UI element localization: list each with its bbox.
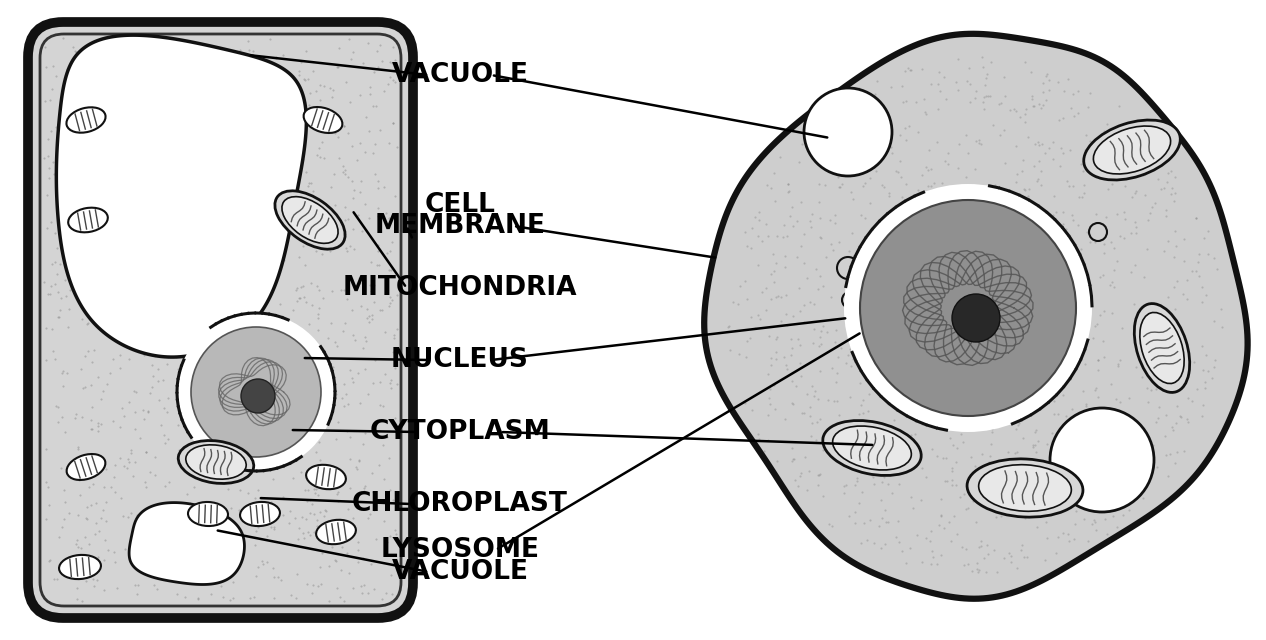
Circle shape <box>842 292 858 308</box>
Ellipse shape <box>67 454 105 480</box>
Ellipse shape <box>186 445 246 479</box>
Ellipse shape <box>979 465 1071 511</box>
Circle shape <box>804 88 893 176</box>
Ellipse shape <box>316 520 356 544</box>
Ellipse shape <box>306 465 346 489</box>
Polygon shape <box>57 35 306 357</box>
Ellipse shape <box>823 420 922 476</box>
Polygon shape <box>704 34 1247 599</box>
Circle shape <box>1089 223 1106 241</box>
Text: MITOCHONDRIA: MITOCHONDRIA <box>343 275 577 301</box>
Text: VACUOLE: VACUOLE <box>391 62 528 88</box>
Circle shape <box>849 320 870 340</box>
Ellipse shape <box>1094 126 1171 174</box>
Ellipse shape <box>1139 312 1184 383</box>
Ellipse shape <box>304 107 342 133</box>
FancyBboxPatch shape <box>28 22 413 618</box>
Ellipse shape <box>967 459 1082 517</box>
Ellipse shape <box>241 502 280 526</box>
Text: NUCLEUS: NUCLEUS <box>391 347 529 373</box>
Circle shape <box>177 313 335 471</box>
Ellipse shape <box>66 108 105 132</box>
Ellipse shape <box>189 502 228 526</box>
Ellipse shape <box>282 196 338 243</box>
Ellipse shape <box>833 426 912 470</box>
Text: LYSOSOME: LYSOSOME <box>381 537 539 563</box>
Text: CELL: CELL <box>424 192 495 218</box>
Circle shape <box>241 379 275 413</box>
Circle shape <box>837 257 860 279</box>
Ellipse shape <box>68 208 108 232</box>
Ellipse shape <box>1134 303 1190 392</box>
Text: CYTOPLASM: CYTOPLASM <box>370 419 551 445</box>
Text: CHLOROPLAST: CHLOROPLAST <box>352 491 568 517</box>
Text: VACUOLE: VACUOLE <box>391 559 528 585</box>
Circle shape <box>191 327 322 457</box>
Ellipse shape <box>60 555 101 579</box>
Text: MEMBRANE: MEMBRANE <box>375 213 546 239</box>
Circle shape <box>1050 408 1155 512</box>
Ellipse shape <box>1084 120 1180 180</box>
Polygon shape <box>129 502 244 584</box>
Ellipse shape <box>275 191 346 249</box>
Ellipse shape <box>179 440 253 483</box>
Circle shape <box>952 294 1000 342</box>
Circle shape <box>860 200 1076 416</box>
Circle shape <box>844 184 1093 432</box>
